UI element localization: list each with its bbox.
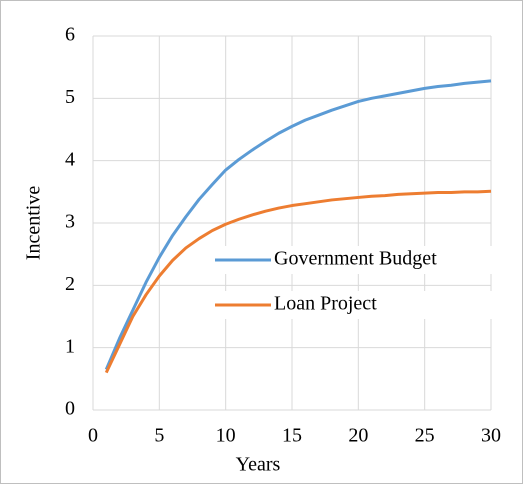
y-tick-label: 1 [65, 335, 75, 357]
x-tick-label: 15 [282, 425, 302, 447]
x-tick-label: 20 [348, 425, 368, 447]
y-tick-label: 3 [65, 211, 75, 233]
y-tick-label: 2 [65, 273, 75, 295]
series-line [104, 189, 492, 374]
y-tick-label: 0 [65, 398, 75, 420]
x-tick-label: 5 [154, 425, 164, 447]
series-line [104, 79, 492, 371]
legend-label: Loan Project [274, 293, 377, 315]
y-tick-label: 4 [65, 148, 75, 170]
y-tick-label: 5 [65, 86, 75, 108]
x-tick-label: 10 [216, 425, 236, 447]
y-tick-label: 6 [65, 24, 75, 46]
x-axis-label: Years [236, 454, 281, 476]
x-tick-label: 0 [88, 425, 98, 447]
x-tick-label: 30 [481, 425, 501, 447]
y-axis-label: Incentive [23, 186, 45, 261]
legend-label: Government Budget [274, 248, 437, 270]
x-tick-label: 25 [415, 425, 435, 447]
